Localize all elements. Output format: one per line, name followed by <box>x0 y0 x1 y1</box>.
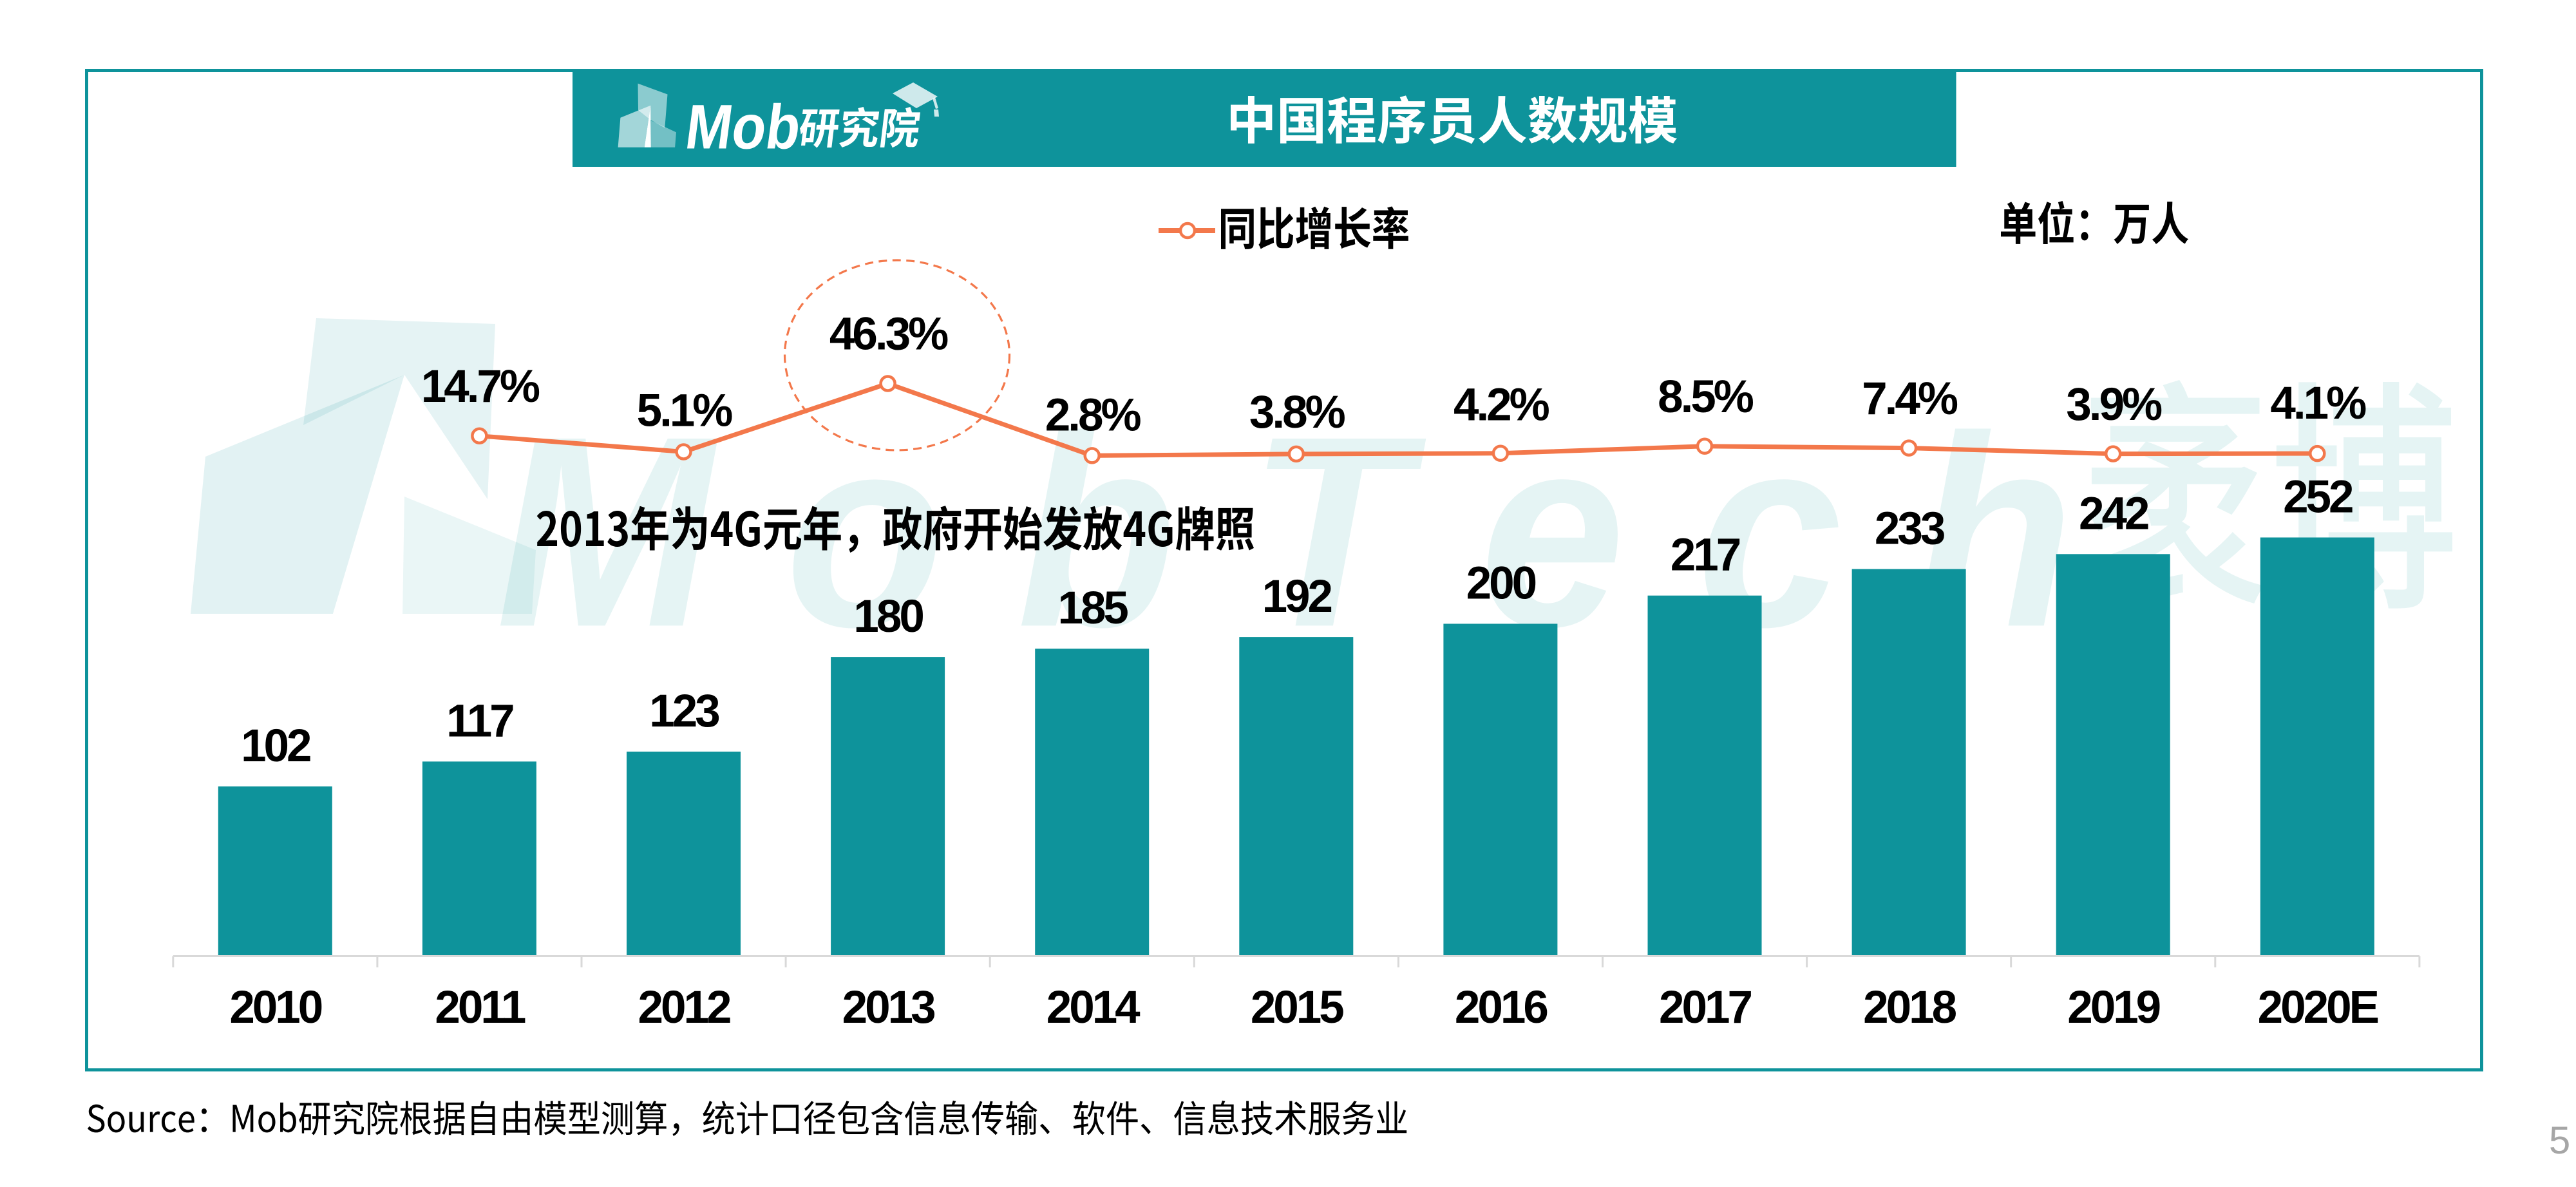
svg-text:2.8%: 2.8% <box>1045 390 1141 441</box>
svg-text:252: 252 <box>2283 472 2353 523</box>
svg-text:2018: 2018 <box>1863 982 1956 1033</box>
svg-text:217: 217 <box>1671 530 1740 581</box>
svg-text:2020E: 2020E <box>2258 982 2378 1033</box>
svg-text:2011: 2011 <box>435 982 526 1033</box>
svg-text:242: 242 <box>2079 488 2148 539</box>
svg-text:4.1%: 4.1% <box>2270 378 2366 429</box>
svg-text:2012: 2012 <box>638 982 730 1033</box>
svg-text:192: 192 <box>1262 571 1332 622</box>
svg-text:3.8%: 3.8% <box>1249 387 1345 438</box>
svg-text:117: 117 <box>446 696 513 746</box>
svg-text:200: 200 <box>1466 558 1536 609</box>
svg-text:2015: 2015 <box>1251 982 1343 1033</box>
svg-text:180: 180 <box>853 591 923 642</box>
svg-text:233: 233 <box>1875 504 1944 555</box>
svg-text:4.2%: 4.2% <box>1454 379 1549 430</box>
svg-text:8.5%: 8.5% <box>1658 372 1754 423</box>
svg-text:2010: 2010 <box>229 982 321 1033</box>
svg-text:7.4%: 7.4% <box>1862 374 1958 424</box>
svg-text:102: 102 <box>241 721 310 772</box>
svg-text:2013: 2013 <box>842 982 934 1033</box>
svg-text:3.9%: 3.9% <box>2066 379 2162 430</box>
svg-text:5.1%: 5.1% <box>637 385 733 436</box>
svg-text:185: 185 <box>1057 583 1128 634</box>
svg-text:2016: 2016 <box>1455 982 1547 1033</box>
svg-text:2017: 2017 <box>1659 982 1751 1033</box>
svg-text:14.7%: 14.7% <box>421 361 540 412</box>
svg-text:2014: 2014 <box>1046 982 1141 1033</box>
svg-text:123: 123 <box>649 686 719 737</box>
svg-text:5: 5 <box>2549 1119 2570 1162</box>
svg-text:46.3%: 46.3% <box>829 309 948 359</box>
svg-text:2019: 2019 <box>2067 982 2159 1033</box>
